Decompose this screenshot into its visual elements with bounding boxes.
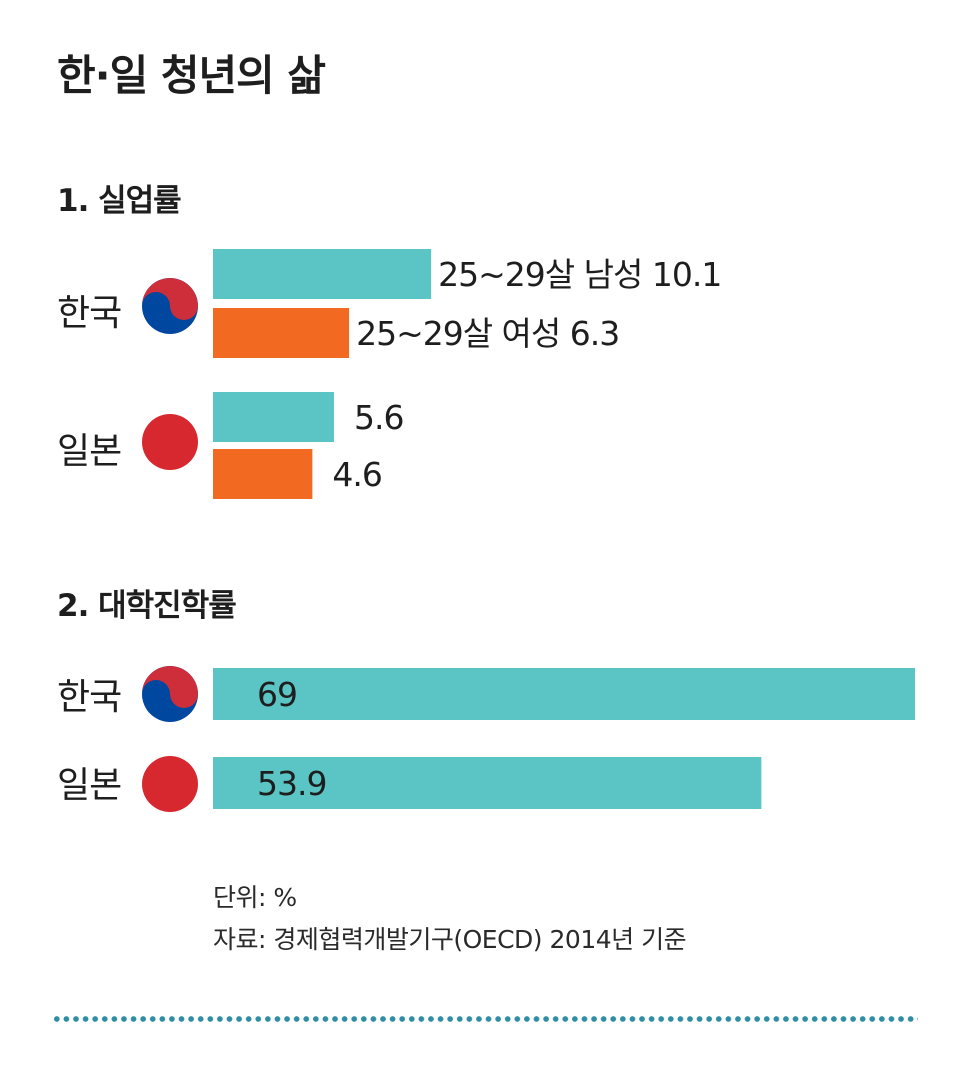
unit-note: 단위: %	[213, 883, 297, 912]
country-label-japan-unemployment: 일본	[57, 431, 122, 472]
country-label-korea-unemployment: 한국	[57, 293, 122, 334]
college-rate-value-label: 53.9	[257, 764, 326, 803]
japan-flag-icon	[142, 756, 198, 812]
source-note: 자료: 경제협력개발기구(OECD) 2014년 기준	[213, 925, 687, 954]
unemployment-bar	[213, 392, 334, 442]
unemployment-value-label: 25~29살 남성 10.1	[438, 255, 721, 294]
section-title-unemployment: 1. 실업률	[57, 183, 182, 219]
college-rate-value-label: 69	[257, 675, 297, 714]
college-rate-bar	[213, 757, 762, 809]
page-title: 한·일 청년의 삶	[57, 51, 326, 100]
dotted-divider	[52, 1015, 918, 1023]
country-label-korea-college: 한국	[57, 677, 122, 718]
unemployment-bar	[213, 249, 432, 299]
section-title-college-entry: 2. 대학진학률	[57, 588, 237, 624]
unemployment-bar	[213, 449, 313, 499]
japan-flag-icon	[142, 414, 198, 470]
korea-flag-icon	[142, 278, 198, 334]
unemployment-bar	[213, 308, 350, 358]
college-rate-bar	[213, 668, 915, 720]
unemployment-value-label: 5.6	[354, 398, 403, 437]
unemployment-value-label: 4.6	[332, 455, 381, 494]
country-label-japan-college: 일본	[57, 765, 122, 806]
korea-flag-icon	[142, 666, 198, 722]
unemployment-value-label: 25~29살 여성 6.3	[356, 314, 619, 353]
